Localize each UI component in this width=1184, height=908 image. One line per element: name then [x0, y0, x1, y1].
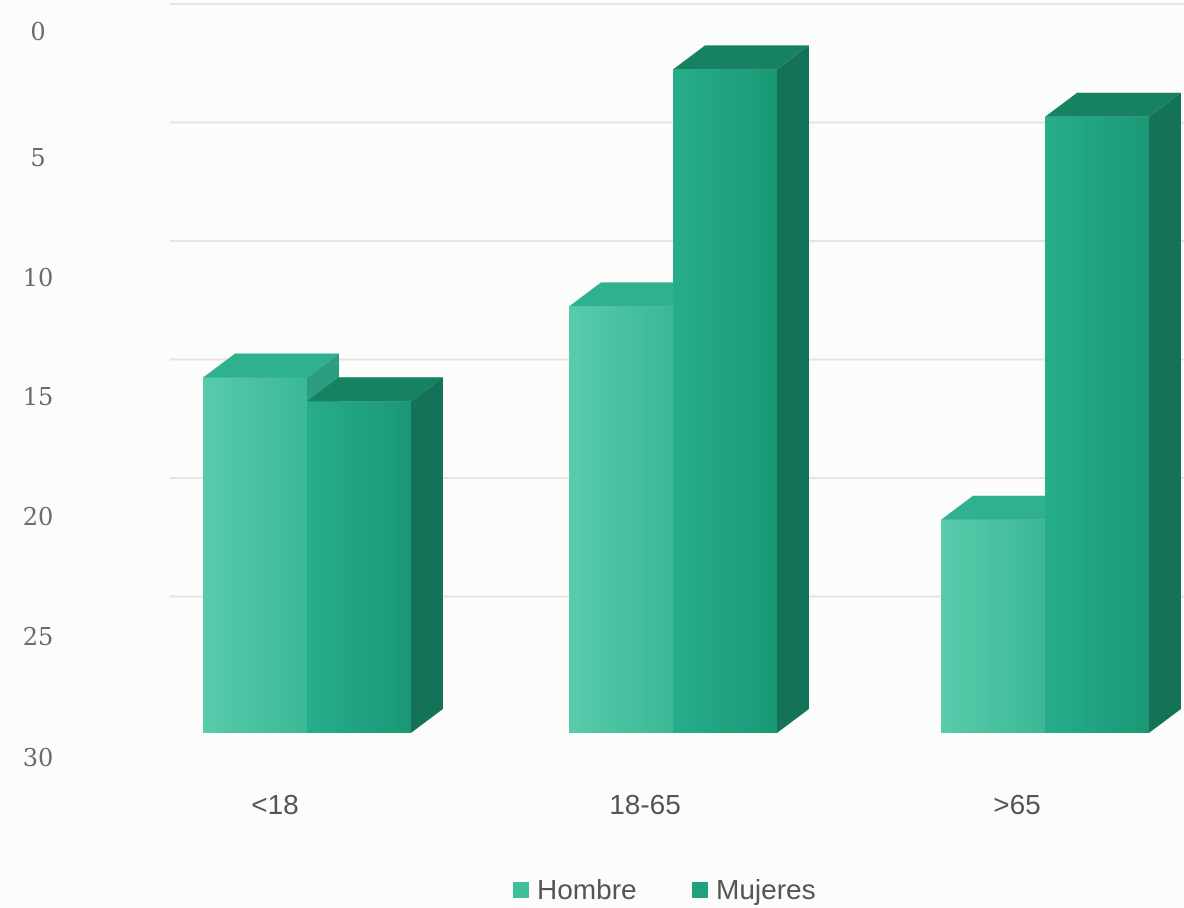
bars: [203, 45, 1181, 734]
bar-top-face: [1045, 92, 1181, 117]
bar-mujeres-2: [1045, 92, 1181, 734]
bar-front-face: [203, 377, 307, 733]
bar-top-face: [203, 353, 339, 378]
bar-mujeres-0: [307, 377, 443, 733]
y-axis: 0 5 10 15 20 25 30: [23, 18, 54, 772]
y-tick-label: 25: [23, 623, 54, 651]
bar-side-face: [1149, 92, 1181, 734]
legend-label: Mujeres: [716, 874, 816, 905]
y-tick-label: 15: [23, 383, 54, 411]
bar-top-face: [569, 282, 705, 307]
legend: Hombre Mujeres: [513, 874, 816, 905]
y-tick-label: 0: [30, 18, 45, 46]
bar-front-face: [673, 69, 777, 733]
x-tick-label: >65: [993, 789, 1041, 820]
bar-side-face: [411, 377, 443, 733]
bar-front-face: [569, 306, 673, 733]
legend-swatch: [513, 882, 529, 898]
legend-swatch: [692, 882, 708, 898]
legend-label: Hombre: [537, 874, 637, 905]
bar-front-face: [1045, 116, 1149, 734]
y-tick-label: 10: [23, 264, 54, 292]
bar-front-face: [307, 401, 411, 733]
bar-top-face: [941, 495, 1077, 520]
x-axis: <18 18-65 >65: [251, 789, 1041, 820]
y-tick-label: 20: [23, 503, 54, 531]
bar-top-face: [307, 377, 443, 402]
legend-item-hombre: Hombre: [513, 874, 637, 905]
bar-front-face: [941, 519, 1045, 733]
bar-mujeres-1: [673, 45, 809, 733]
y-tick-label: 5: [30, 144, 45, 172]
bar-top-face: [673, 45, 809, 70]
bar-side-face: [777, 45, 809, 733]
legend-item-mujeres: Mujeres: [692, 874, 816, 905]
y-tick-label: 30: [23, 744, 54, 772]
x-tick-label: 18-65: [609, 789, 681, 820]
x-tick-label: <18: [251, 789, 299, 820]
